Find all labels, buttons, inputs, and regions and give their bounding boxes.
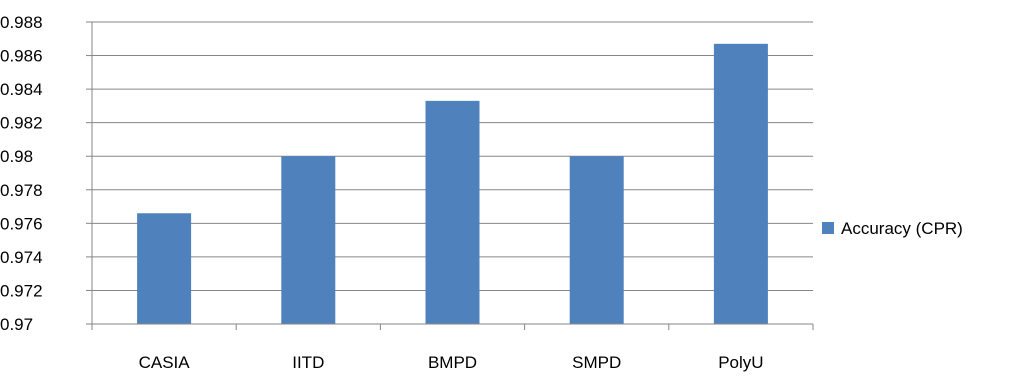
legend-swatch [822, 222, 834, 234]
x-tick-label: SMPD [572, 353, 621, 372]
y-tick-label: 0.986 [0, 47, 43, 66]
x-tick-label: IITD [292, 353, 324, 372]
y-tick-labels: 0.97 0.972 0.974 0.976 0.978 0.98 0.982 0.984 0.… [0, 13, 43, 334]
y-tick-label: 0.976 [0, 214, 43, 233]
bars [137, 43, 768, 325]
y-tick-label: 0.974 [0, 248, 43, 267]
legend-label: Accuracy (CPR) [841, 219, 963, 238]
x-tick-label: BMPD [428, 353, 477, 372]
y-tick-label: 0.982 [0, 114, 43, 133]
bar-bmpd [425, 100, 480, 324]
y-tick-label: 0.984 [0, 80, 43, 99]
x-tick-labels: CASIA IITD BMPD SMPD PolyU [139, 353, 764, 372]
y-tick-label: 0.97 [0, 315, 33, 334]
bar-iitd [281, 156, 336, 324]
x-tick-label: CASIA [139, 353, 191, 372]
y-tick-label: 0.978 [0, 181, 43, 200]
y-tick-label: 0.972 [0, 281, 43, 300]
legend: Accuracy (CPR) [822, 219, 963, 238]
bar-casia [137, 213, 192, 324]
y-tick-label: 0.988 [0, 13, 43, 32]
bar-smpd [569, 156, 624, 324]
axes [86, 21, 814, 330]
x-tick-label: PolyU [718, 353, 763, 372]
bar-polyu [713, 43, 768, 325]
y-tick-label: 0.98 [0, 147, 33, 166]
